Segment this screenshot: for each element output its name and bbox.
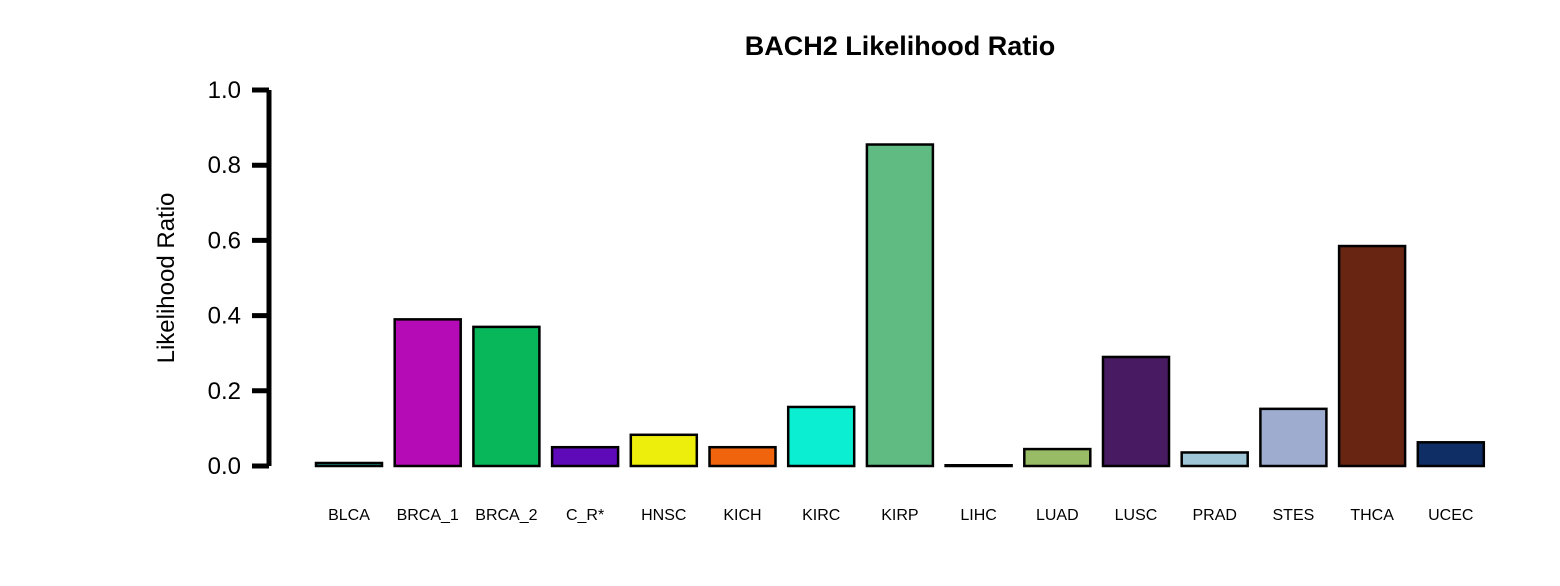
bar-thca (1337, 244, 1407, 468)
y-tick-label: 0.4 (208, 303, 241, 330)
y-tick-label: 0.8 (208, 152, 241, 179)
x-tick-label: KIRP (881, 507, 918, 524)
y-axis: 0.0 0.2 0.4 0.6 0.8 1.0 (208, 77, 272, 480)
bar-brca-1 (393, 318, 462, 468)
bar-lusc (1101, 355, 1171, 468)
bar-stes (1259, 407, 1328, 468)
bar-blca (314, 461, 384, 468)
x-tick-label: BRCA_1 (397, 507, 459, 524)
x-tick-label: BRCA_2 (475, 507, 537, 524)
bars-group (314, 143, 1486, 468)
x-tick-label: BLCA (328, 507, 370, 524)
bar-hnsc (629, 433, 699, 468)
x-tick-label: KICH (723, 507, 761, 524)
bar-prad (1180, 451, 1249, 468)
x-tick-label: LUAD (1036, 507, 1079, 524)
bar-brca-2 (472, 325, 541, 468)
x-tick-label: HNSC (641, 507, 686, 524)
x-tick-label: KIRC (802, 507, 840, 524)
x-tick-label: PRAD (1192, 507, 1236, 524)
y-tick-label: 0.2 (208, 378, 241, 405)
x-tick-label: LUSC (1115, 507, 1158, 524)
x-tick-label: LIHC (960, 507, 996, 524)
x-tick-label: UCEC (1428, 507, 1473, 524)
bar-c-r- (550, 445, 620, 468)
y-tick-label: 1.0 (208, 77, 241, 104)
x-tick-label: THCA (1350, 507, 1394, 524)
chart-title: BACH2 Likelihood Ratio (745, 31, 1056, 61)
x-tick-label: STES (1273, 507, 1315, 524)
x-tick-labels: BLCA BRCA_1 BRCA_2 C_R* HNSC KICH KIRC KIRP LIHC… (328, 507, 1473, 524)
bar-kirc (786, 405, 856, 468)
x-tick-label: C_R* (566, 507, 604, 524)
bar-kirp (865, 143, 935, 468)
y-tick-label: 0.0 (208, 453, 241, 480)
bar-lihc (944, 463, 1013, 468)
bar-kich (708, 445, 777, 468)
bar-luad (1023, 447, 1092, 468)
bar-ucec (1416, 441, 1486, 468)
y-axis-label: Likelihood Ratio (153, 193, 180, 364)
y-tick-label: 0.6 (208, 227, 241, 254)
